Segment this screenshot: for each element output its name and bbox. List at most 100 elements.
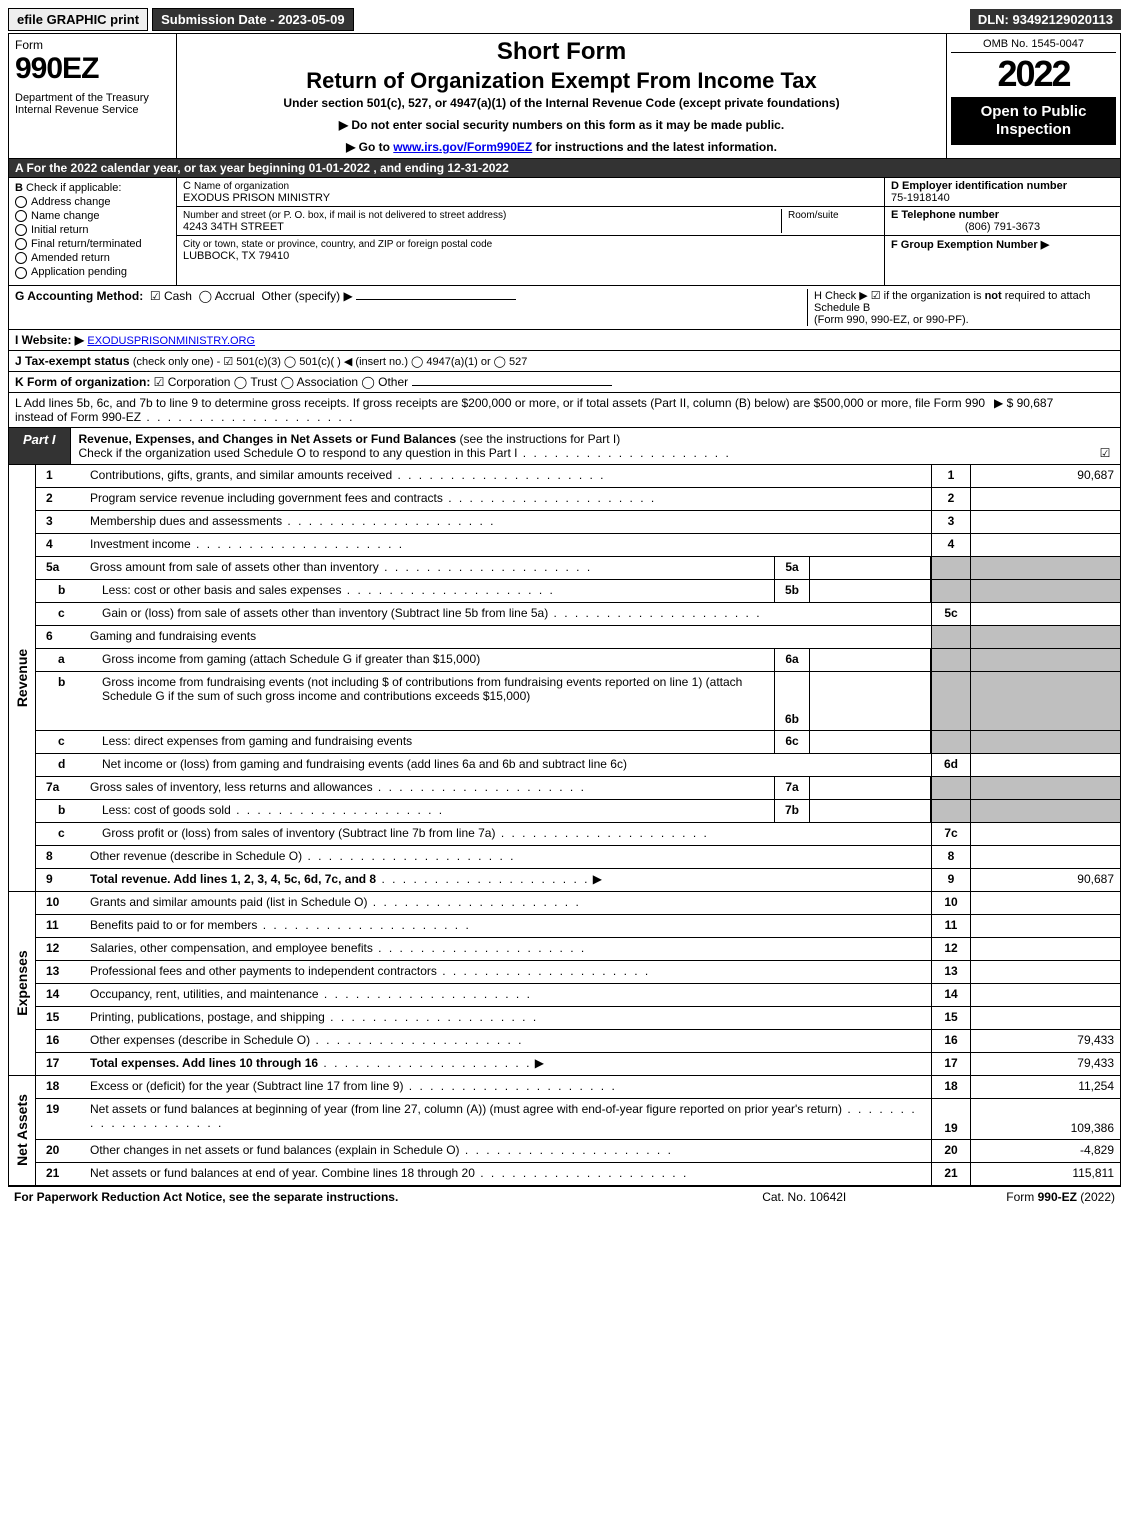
checkbox-icon [15, 267, 27, 279]
line-desc: Net assets or fund balances at end of ye… [86, 1163, 931, 1185]
footer-right: Form 990-EZ (2022) [1006, 1190, 1115, 1204]
line-rnum: 17 [931, 1053, 971, 1075]
check-final-return[interactable]: Final return/terminated [15, 238, 170, 250]
line-desc: Less: direct expenses from gaming and fu… [98, 731, 774, 753]
line-value-shaded [971, 649, 1120, 671]
line-rnum: 10 [931, 892, 971, 914]
line-rnum: 6d [931, 754, 971, 776]
form-number: 990EZ [15, 52, 170, 86]
street-block: Number and street (or P. O. box, if mail… [177, 207, 884, 236]
title-return: Return of Organization Exempt From Incom… [185, 68, 938, 94]
header-left: Form 990EZ Department of the Treasury In… [9, 34, 177, 158]
line-midnum: 5b [774, 580, 810, 602]
line-desc: Printing, publications, postage, and shi… [86, 1007, 931, 1029]
checkbox-icon [15, 196, 27, 208]
part1-title: Revenue, Expenses, and Changes in Net As… [71, 428, 1090, 464]
f-block: F Group Exemption Number ▶ [885, 236, 1120, 274]
checkbox-icon [15, 238, 27, 250]
checkbox-icon [15, 252, 27, 264]
k-rest: ☑ Corporation ◯ Trust ◯ Association ◯ Ot… [154, 375, 408, 389]
line-desc: Professional fees and other payments to … [86, 961, 931, 983]
netassets-sidetab: Net Assets [9, 1076, 36, 1185]
ein-value: 75-1918140 [891, 192, 950, 204]
line-rnum: 20 [931, 1140, 971, 1162]
line-rnum: 18 [931, 1076, 971, 1098]
line-desc: Total revenue. Add lines 1, 2, 3, 4, 5c,… [86, 869, 931, 891]
tax-year: 2022 [951, 53, 1116, 95]
j-label: J Tax-exempt status [15, 354, 130, 368]
footer-form-pre: Form [1006, 1190, 1037, 1204]
line-num: c [36, 603, 98, 625]
line-num: 14 [36, 984, 86, 1006]
line-value: 109,386 [971, 1099, 1120, 1139]
line-num: c [36, 731, 98, 753]
i-label: I Website: ▶ [15, 333, 84, 347]
website-link[interactable]: EXODUSPRISONMINISTRY.ORG [87, 335, 255, 347]
line-value [971, 603, 1120, 625]
efile-print-button[interactable]: efile GRAPHIC print [8, 8, 148, 31]
check-initial-return[interactable]: Initial return [15, 224, 170, 236]
city-hint: City or town, state or province, country… [183, 239, 492, 250]
goto-pre: ▶ Go to [346, 140, 393, 154]
expenses-lines: 10 Grants and similar amounts paid (list… [36, 892, 1120, 1075]
line-3: 3 Membership dues and assessments 3 [36, 511, 1120, 534]
check-label: Name change [31, 210, 100, 222]
check-label: Initial return [31, 224, 88, 236]
line-value: 11,254 [971, 1076, 1120, 1098]
header-right: OMB No. 1545-0047 2022 Open to Public In… [947, 34, 1120, 158]
line-11: 11 Benefits paid to or for members 11 [36, 915, 1120, 938]
row-k: K Form of organization: ☑ Corporation ◯ … [9, 372, 1120, 393]
row-j: J Tax-exempt status (check only one) - ☑… [9, 351, 1120, 372]
line-value [971, 823, 1120, 845]
line-num: c [36, 823, 98, 845]
line-5a: 5a Gross amount from sale of assets othe… [36, 557, 1120, 580]
line-rnum-shaded [931, 731, 971, 753]
line-desc: Other changes in net assets or fund bala… [86, 1140, 931, 1162]
g-block: G Accounting Method: ☑ Cash ◯ Accrual Ot… [15, 289, 807, 326]
check-label: Application pending [31, 266, 127, 278]
line-rnum: 15 [931, 1007, 971, 1029]
line-7a: 7a Gross sales of inventory, less return… [36, 777, 1120, 800]
line-midnum: 6c [774, 731, 810, 753]
line-5c: c Gain or (loss) from sale of assets oth… [36, 603, 1120, 626]
phone-value: (806) 791-3673 [891, 221, 1114, 233]
line-rnum: 3 [931, 511, 971, 533]
line-4: 4 Investment income 4 [36, 534, 1120, 557]
row-i: I Website: ▶ EXODUSPRISONMINISTRY.ORG [9, 330, 1120, 351]
line-rnum: 19 [931, 1099, 971, 1139]
h-not: not [985, 290, 1002, 302]
line-rnum: 2 [931, 488, 971, 510]
line-rnum-shaded [931, 626, 971, 648]
line-rnum: 12 [931, 938, 971, 960]
line-desc: Gross sales of inventory, less returns a… [86, 777, 774, 799]
line-rnum-shaded [931, 777, 971, 799]
checkbox-icon [15, 224, 27, 236]
row-gh: G Accounting Method: ☑ Cash ◯ Accrual Ot… [9, 286, 1120, 330]
line-rnum-shaded [931, 580, 971, 602]
revenue-lines: 1 Contributions, gifts, grants, and simi… [36, 465, 1120, 891]
checkbox-icon [15, 210, 27, 222]
line-desc: Net assets or fund balances at beginning… [86, 1099, 931, 1139]
part1-check-line: Check if the organization used Schedule … [79, 446, 731, 460]
line-desc: Excess or (deficit) for the year (Subtra… [86, 1076, 931, 1098]
line-6b: b Gross income from fundraising events (… [36, 672, 1120, 731]
column-def: D Employer identification number 75-1918… [885, 178, 1120, 285]
line-num: 6 [36, 626, 86, 648]
line-17: 17 Total expenses. Add lines 10 through … [36, 1053, 1120, 1075]
h-text3: (Form 990, 990-EZ, or 990-PF). [814, 314, 969, 326]
dept-treasury: Department of the Treasury [15, 92, 170, 104]
line-value [971, 915, 1120, 937]
line-value: 90,687 [971, 869, 1120, 891]
line-value-shaded [971, 672, 1120, 730]
line-value [971, 511, 1120, 533]
check-amended-return[interactable]: Amended return [15, 252, 170, 264]
line-num: 5a [36, 557, 86, 579]
check-name-change[interactable]: Name change [15, 210, 170, 222]
line-20: 20 Other changes in net assets or fund b… [36, 1140, 1120, 1163]
line-num: 7a [36, 777, 86, 799]
line-21: 21 Net assets or fund balances at end of… [36, 1163, 1120, 1185]
irs-link[interactable]: www.irs.gov/Form990EZ [393, 140, 532, 154]
line-num: 21 [36, 1163, 86, 1185]
check-application-pending[interactable]: Application pending [15, 266, 170, 278]
check-address-change[interactable]: Address change [15, 196, 170, 208]
